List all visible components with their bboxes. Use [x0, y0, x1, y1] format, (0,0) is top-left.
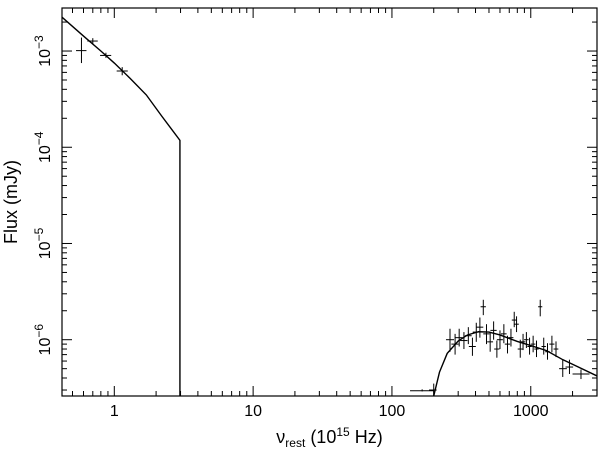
y-axis-ticks: 10−310−410−510−6 [32, 21, 597, 391]
data-point [445, 328, 455, 352]
data-point [483, 324, 490, 345]
y-tick-label-base: 10 [37, 145, 54, 163]
data-point [87, 38, 98, 45]
data-point [455, 328, 463, 347]
data-point [527, 337, 532, 355]
data-point [572, 369, 590, 380]
y-axis-title: Flux (mJy) [1, 160, 21, 244]
data-point [490, 321, 497, 340]
data-point [476, 317, 484, 338]
data-points [76, 37, 590, 396]
data-point [460, 332, 468, 350]
x-tick-label: 1 [110, 403, 119, 420]
data-point [429, 383, 437, 396]
data-point [517, 339, 523, 358]
data-point [468, 337, 476, 356]
y-tick-label-exponent: −6 [32, 324, 46, 338]
y-tick-label: 10−6 [32, 324, 54, 356]
data-point [410, 389, 434, 392]
data-point [545, 343, 550, 360]
data-point [565, 359, 574, 375]
data-point [494, 340, 500, 358]
data-point [464, 327, 472, 345]
data-point [480, 299, 486, 316]
data-point [534, 340, 539, 358]
data-point [538, 299, 543, 317]
data-point [549, 335, 555, 353]
model-curve-2 [433, 331, 597, 396]
data-point [504, 335, 511, 354]
data-point [451, 333, 459, 355]
y-tick-label: 10−5 [32, 227, 54, 259]
x-tick-label: 1000 [513, 403, 549, 420]
data-point [541, 337, 546, 355]
data-point [472, 322, 480, 342]
y-tick-label-base: 10 [37, 49, 54, 67]
x-axis-ticks: 1 10 100 1000 [72, 8, 598, 420]
data-point [496, 330, 503, 350]
data-point [116, 67, 128, 76]
data-point [559, 359, 567, 377]
data-point [500, 324, 507, 344]
data-point [520, 333, 526, 351]
data-point [514, 316, 519, 333]
data-point [524, 332, 529, 348]
y-tick-label-exponent: −3 [32, 35, 46, 49]
data-point [553, 341, 559, 358]
y-tick-label: 10−4 [32, 131, 54, 163]
y-tick-label: 10−3 [32, 35, 54, 67]
x-tick-label: 10 [244, 403, 262, 420]
plot-area [62, 16, 597, 396]
data-point [530, 335, 536, 353]
x-tick-label: 100 [379, 403, 406, 420]
plot-frame [61, 7, 598, 397]
y-tick-label-base: 10 [37, 241, 54, 259]
x-axis-title: νrest (1015 Hz) [276, 425, 382, 450]
y-tick-label-exponent: −4 [32, 131, 46, 145]
y-tick-label-exponent: −5 [32, 227, 46, 241]
data-point [508, 328, 514, 347]
y-tick-label-base: 10 [37, 338, 54, 356]
data-point [100, 52, 112, 58]
data-point [76, 37, 87, 64]
data-point [487, 332, 494, 352]
